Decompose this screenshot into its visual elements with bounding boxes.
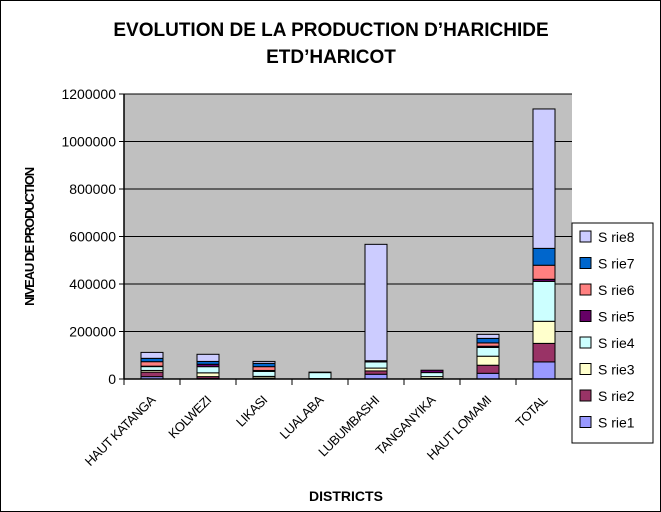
y-tick-label: 200000 [69, 324, 116, 340]
y-axis-label: NIVEAU DE PRODUCTION [22, 167, 37, 306]
bar-segment [476, 364, 500, 374]
legend-swatch [579, 310, 592, 322]
y-tick-label: 1200000 [61, 86, 116, 102]
bar-segment [420, 372, 444, 378]
bar-segment [532, 361, 556, 380]
legend-label: S rie7 [598, 256, 635, 272]
bar-segment [532, 280, 556, 322]
bar-segment [140, 361, 164, 367]
y-tick-label: 400000 [69, 276, 116, 292]
bar-segment [308, 372, 332, 380]
chart-title-line1: EVOLUTION DE LA PRODUCTION D’HARICHIDE [113, 20, 548, 41]
y-tick-label: 0 [108, 371, 116, 387]
x-tick-label: LIKASI [233, 393, 270, 430]
y-tick-label: 1000000 [61, 134, 116, 150]
bar-segment [532, 342, 556, 363]
legend-swatch [579, 389, 592, 402]
bar-segment [476, 346, 500, 357]
bar-segment [252, 366, 276, 371]
bar-segment [364, 243, 388, 362]
bar-segment [420, 369, 444, 374]
legend-swatch [579, 230, 592, 243]
x-tick-label: LUALABA [277, 392, 327, 442]
legend-label: S rie1 [598, 415, 635, 431]
bar-segment [532, 320, 556, 344]
legend-swatch [579, 283, 592, 296]
chart-title-line2: ETD’HARICOT [266, 47, 396, 68]
bar-segment [252, 360, 276, 364]
bar-segment [532, 264, 556, 280]
legend-label: S rie8 [598, 229, 635, 245]
y-tick-label: 600000 [69, 229, 116, 245]
legend-label: S rie3 [598, 362, 635, 378]
bar-segment [308, 371, 332, 374]
y-tick-label: 800000 [69, 181, 116, 197]
bar-segment [252, 370, 276, 377]
legend-label: S rie6 [598, 282, 635, 298]
legend-swatch [579, 336, 592, 349]
bar-segment [532, 108, 556, 249]
bar-segment [476, 355, 500, 366]
bar-segment [476, 333, 500, 339]
bar-segment [196, 366, 220, 374]
bar-segment [196, 372, 220, 378]
legend-swatch [579, 257, 592, 269]
x-tick-label: KOLWEZI [165, 393, 214, 442]
bar-segment [140, 351, 164, 359]
bar-segment [476, 337, 500, 344]
bar-segment [532, 247, 556, 266]
legend: S rie8 S rie7 S rie6 S rie5 S rie4 S rie3 S ri… [571, 222, 654, 444]
legend-label: S rie2 [598, 388, 635, 404]
x-tick-label: HAUT KATANGA [82, 392, 159, 469]
legend-swatch [579, 363, 592, 375]
legend-label: S rie4 [598, 335, 635, 351]
legend-label: S rie5 [598, 309, 635, 325]
legend-swatch [579, 416, 592, 428]
x-axis-label: DISTRICTS [309, 488, 383, 504]
bar-segment [140, 371, 164, 378]
bar-segment [476, 372, 500, 380]
bar-segment [364, 361, 388, 369]
x-tick-label: TOTAL [513, 392, 551, 430]
bar-segment [196, 353, 220, 362]
